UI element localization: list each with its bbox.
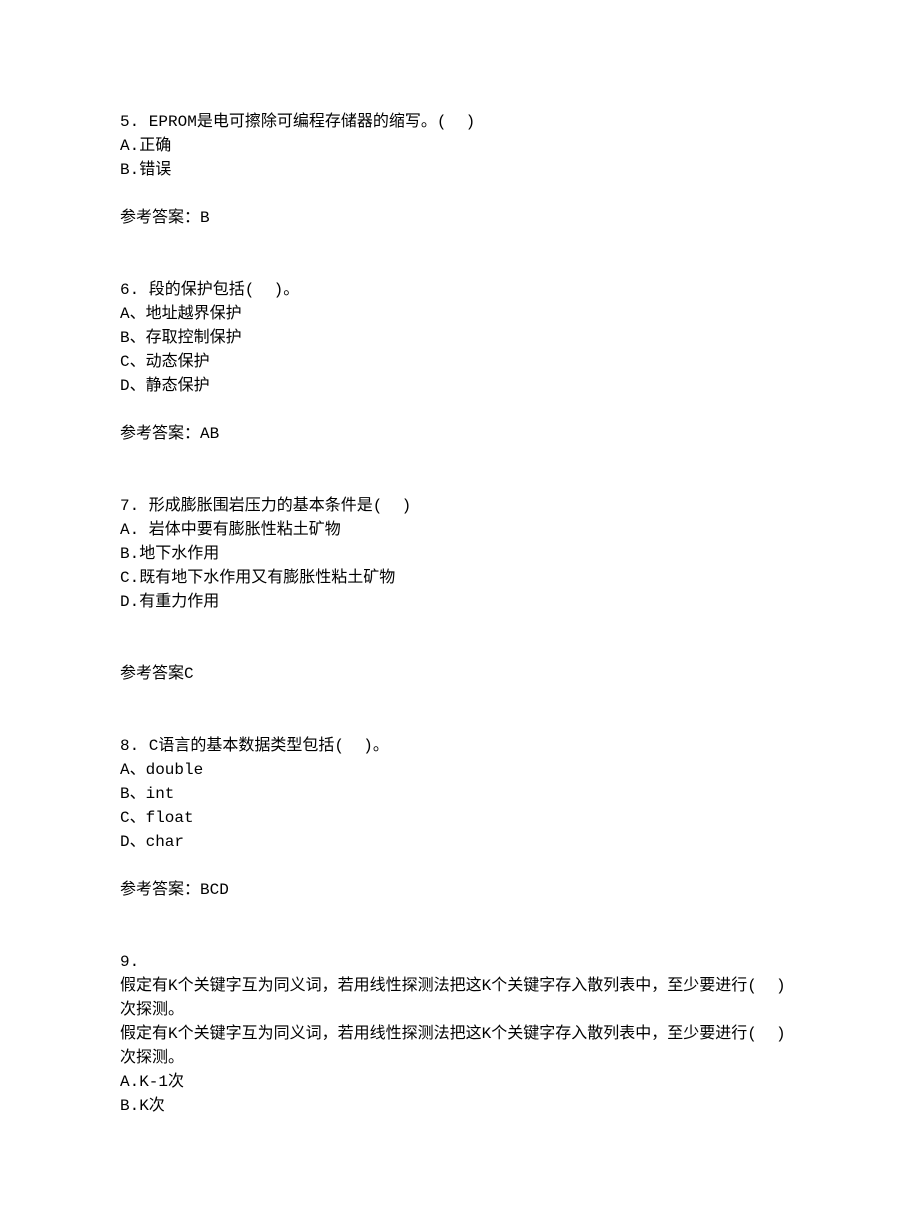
answer-text: 参考答案：AB: [120, 422, 800, 446]
option-b: B.K次: [120, 1094, 800, 1118]
answer-text: 参考答案C: [120, 662, 800, 686]
question-stem-repeat: 假定有K个关键字互为同义词，若用线性探测法把这K个关键字存入散列表中，至少要进行…: [120, 1022, 800, 1070]
question-9: 9. 假定有K个关键字互为同义词，若用线性探测法把这K个关键字存入散列表中，至少…: [120, 950, 800, 1118]
answer-text: 参考答案：B: [120, 206, 800, 230]
question-stem: 6. 段的保护包括( )。: [120, 278, 800, 302]
question-stem: 8. C语言的基本数据类型包括( )。: [120, 734, 800, 758]
option-a: A.正确: [120, 134, 800, 158]
option-c: C.既有地下水作用又有膨胀性粘土矿物: [120, 566, 800, 590]
option-b: B.错误: [120, 158, 800, 182]
option-a: A、double: [120, 758, 800, 782]
option-d: D、char: [120, 830, 800, 854]
option-d: D、静态保护: [120, 374, 800, 398]
question-stem: 5. EPROM是电可擦除可编程存储器的缩写。( ): [120, 110, 800, 134]
option-c: C、动态保护: [120, 350, 800, 374]
option-a: A.K-1次: [120, 1070, 800, 1094]
option-c: C、float: [120, 806, 800, 830]
option-a: A、地址越界保护: [120, 302, 800, 326]
option-d: D.有重力作用: [120, 590, 800, 614]
option-b: B.地下水作用: [120, 542, 800, 566]
question-6: 6. 段的保护包括( )。 A、地址越界保护 B、存取控制保护 C、动态保护 D…: [120, 278, 800, 446]
question-8: 8. C语言的基本数据类型包括( )。 A、double B、int C、flo…: [120, 734, 800, 902]
question-number: 9.: [120, 950, 800, 974]
option-b: B、存取控制保护: [120, 326, 800, 350]
question-5: 5. EPROM是电可擦除可编程存储器的缩写。( ) A.正确 B.错误 参考答…: [120, 110, 800, 230]
question-7: 7. 形成膨胀围岩压力的基本条件是( ) A. 岩体中要有膨胀性粘土矿物 B.地…: [120, 494, 800, 686]
question-stem: 7. 形成膨胀围岩压力的基本条件是( ): [120, 494, 800, 518]
document-page: 5. EPROM是电可擦除可编程存储器的缩写。( ) A.正确 B.错误 参考答…: [0, 0, 920, 1206]
option-b: B、int: [120, 782, 800, 806]
answer-text: 参考答案：BCD: [120, 878, 800, 902]
question-stem: 假定有K个关键字互为同义词，若用线性探测法把这K个关键字存入散列表中，至少要进行…: [120, 974, 800, 1022]
option-a: A. 岩体中要有膨胀性粘土矿物: [120, 518, 800, 542]
